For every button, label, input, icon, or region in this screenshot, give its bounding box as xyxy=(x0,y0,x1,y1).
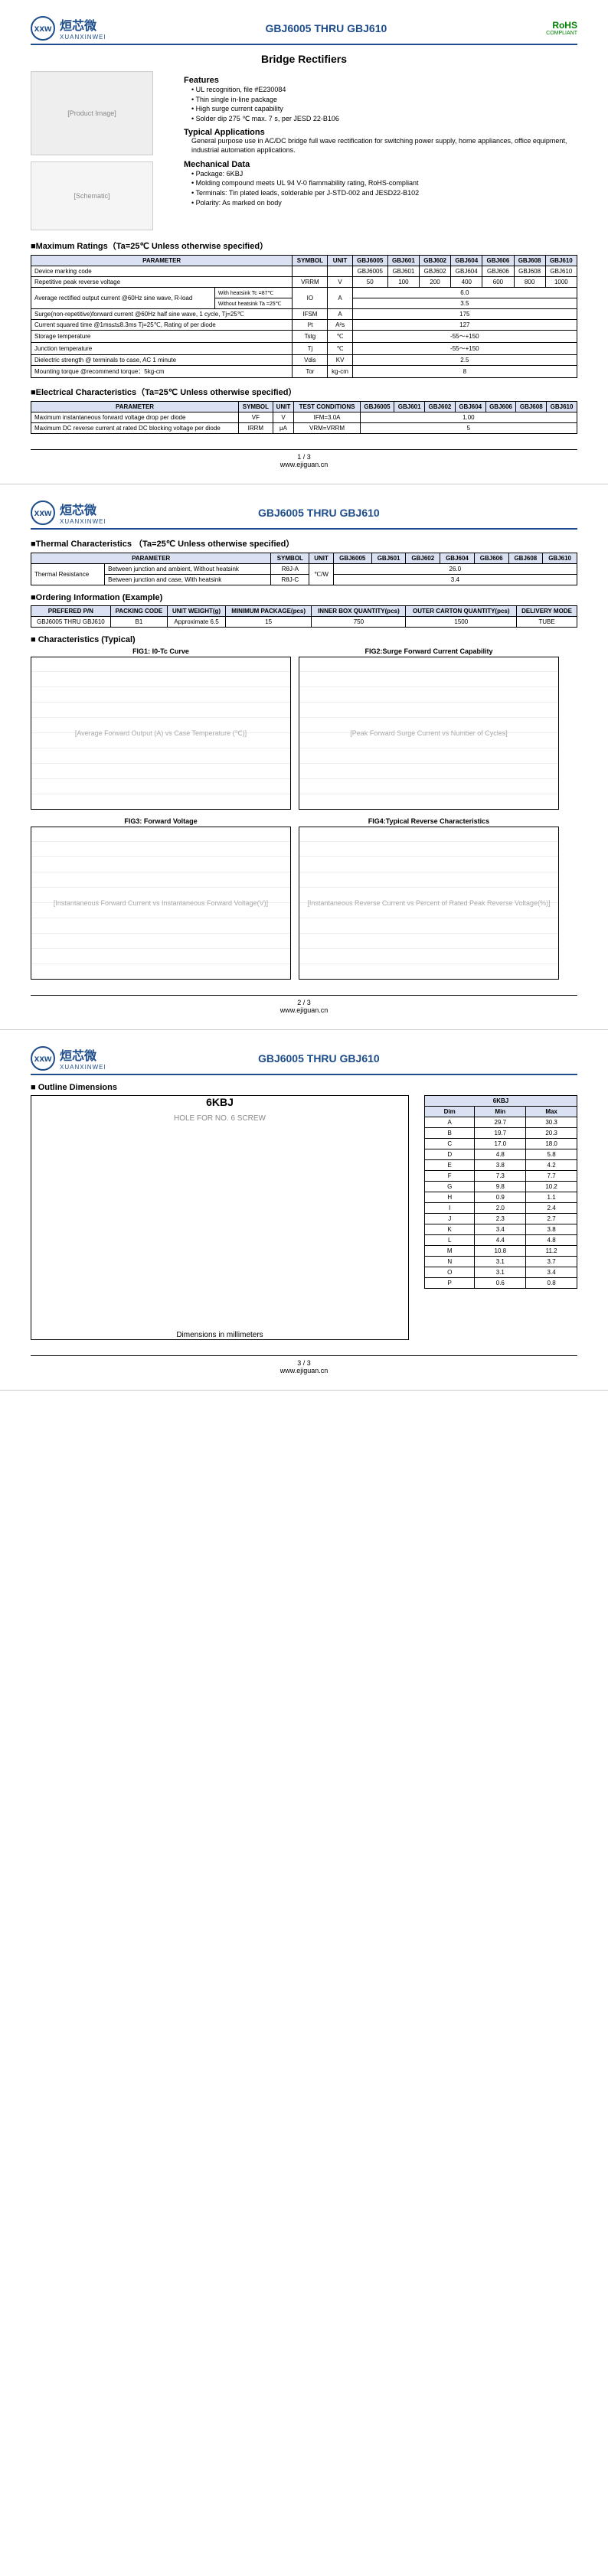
elec-title: ■Electrical Characteristics（Ta=25℃ Unles… xyxy=(31,386,577,398)
hole-note: HOLE FOR NO. 6 SCREW xyxy=(174,1114,266,1123)
footer-url-1: www.ejiguan.cn xyxy=(31,461,577,468)
brand-en: XUANXINWEI xyxy=(60,34,106,41)
page-1: xxw 烜芯微 XUANXINWEI GBJ6005 THRU GBJ610 R… xyxy=(0,0,608,484)
page-num-2: 2 / 3 xyxy=(31,995,577,1006)
feature-item: High surge current capability xyxy=(191,104,577,114)
logo-icon-2: xxw xyxy=(31,501,55,525)
chart-box: FIG4:Typical Reverse Characteristics [Ins… xyxy=(299,817,559,980)
max-ratings-table: PARAMETERSYMBOLUNITGBJ6005GBJ601GBJ602GB… xyxy=(31,255,577,378)
page-num-1: 1 / 3 xyxy=(31,449,577,461)
chart-title: FIG2:Surge Forward Current Capability xyxy=(299,647,559,655)
order-table: PREFERED P/NPACKING CODEUNIT WEIGHT(g)MI… xyxy=(31,605,577,628)
mech-item: Package: 6KBJ xyxy=(191,169,577,179)
feature-item: Solder dip 275 ℃ max. 7 s, per JESD 22-B… xyxy=(191,114,577,124)
doc-title-3: GBJ6005 THRU GBJ610 xyxy=(258,1052,380,1065)
mech-item: Molding compound meets UL 94 V-0 flammab… xyxy=(191,178,577,188)
page-num-3: 3 / 3 xyxy=(31,1355,577,1367)
features-heading: Features xyxy=(184,76,577,85)
product-image: [Product Image] xyxy=(31,71,153,155)
page-2: xxw 烜芯微 XUANXINWEI GBJ6005 THRU GBJ610 ■… xyxy=(0,484,608,1030)
logo-icon: xxw xyxy=(31,16,55,41)
mech-list: Package: 6KBJMolding compound meets UL 9… xyxy=(184,169,577,207)
typical-heading: Typical Applications xyxy=(184,128,577,137)
intro-section: [Product Image] [Schematic] Features UL … xyxy=(31,71,577,230)
doc-title: GBJ6005 THRU GBJ610 xyxy=(266,22,387,34)
features-list: UL recognition, file #E230084Thin single… xyxy=(184,85,577,123)
thermal-title: ■Thermal Characteristics （Ta=25℃ Unless … xyxy=(31,537,577,549)
chart-title: FIG4:Typical Reverse Characteristics xyxy=(299,817,559,825)
thermal-table: PARAMETERSYMBOLUNITGBJ6005GBJ601GBJ602GB… xyxy=(31,553,577,585)
header: xxw 烜芯微 XUANXINWEI GBJ6005 THRU GBJ610 R… xyxy=(31,15,577,45)
chart-box: FIG1: I0-Tc Curve [Average Forward Output… xyxy=(31,647,291,810)
dimensions-section: 6KBJ HOLE FOR NO. 6 SCREW Dimensions in … xyxy=(31,1095,577,1340)
page-3: xxw 烜芯微 XUANXINWEI GBJ6005 THRU GBJ610 ■… xyxy=(0,1030,608,1391)
chart-box: FIG2:Surge Forward Current Capability [Pe… xyxy=(299,647,559,810)
chart-title: FIG3: Forward Voltage xyxy=(31,817,291,825)
logo-icon-3: xxw xyxy=(31,1046,55,1071)
dimensions-table: 6KBJDimMinMaxA29.730.3B19.720.3C17.018.0… xyxy=(424,1095,577,1289)
chart-box: FIG3: Forward Voltage [Instantaneous Forw… xyxy=(31,817,291,980)
chart-plot: [Average Forward Output (A) vs Case Temp… xyxy=(31,657,291,810)
max-ratings-title: ■Maximum Ratings（Ta=25℃ Unless otherwise… xyxy=(31,240,577,252)
feature-item: UL recognition, file #E230084 xyxy=(191,85,577,95)
elec-table: PARAMETERSYMBOLUNITTEST CONDITIONSGBJ600… xyxy=(31,401,577,434)
schematic-image: [Schematic] xyxy=(31,161,153,230)
chart-plot: [Peak Forward Surge Current vs Number of… xyxy=(299,657,559,810)
mech-heading: Mechanical Data xyxy=(184,160,577,169)
chart-plot: [Instantaneous Forward Current vs Instan… xyxy=(31,827,291,980)
outline-title: ■ Outline Dimensions xyxy=(31,1083,577,1092)
typical-text: General purpose use in AC/DC bridge full… xyxy=(184,137,577,155)
order-title: ■Ordering Information (Example) xyxy=(31,593,577,602)
footer-url-3: www.ejiguan.cn xyxy=(31,1367,577,1374)
mech-item: Polarity: As marked on body xyxy=(191,198,577,208)
rohs-label: RoHS xyxy=(546,20,577,31)
header-3: xxw 烜芯微 XUANXINWEI GBJ6005 THRU GBJ610 xyxy=(31,1045,577,1075)
charts-grid: FIG1: I0-Tc Curve [Average Forward Output… xyxy=(31,647,577,980)
brand-logo-3: xxw 烜芯微 XUANXINWEI xyxy=(31,1045,106,1071)
brand-cn: 烜芯微 xyxy=(60,15,106,34)
feature-item: Thin single in-line package xyxy=(191,95,577,105)
header-2: xxw 烜芯微 XUANXINWEI GBJ6005 THRU GBJ610 xyxy=(31,500,577,530)
brand-logo-2: xxw 烜芯微 XUANXINWEI xyxy=(31,500,106,525)
char-title: ■ Characteristics (Typical) xyxy=(31,635,577,644)
chart-plot: [Instantaneous Reverse Current vs Percen… xyxy=(299,827,559,980)
brand-logo: xxw 烜芯微 XUANXINWEI xyxy=(31,15,106,41)
subtitle: Bridge Rectifiers xyxy=(31,53,577,65)
rohs-sub: COMPLIANT xyxy=(546,31,577,36)
footer-url-2: www.ejiguan.cn xyxy=(31,1006,577,1014)
dimension-drawing: 6KBJ HOLE FOR NO. 6 SCREW Dimensions in … xyxy=(31,1095,409,1340)
dim-note: Dimensions in millimeters xyxy=(176,1331,263,1339)
doc-title-2: GBJ6005 THRU GBJ610 xyxy=(258,507,380,519)
chart-title: FIG1: I0-Tc Curve xyxy=(31,647,291,655)
mech-item: Terminals: Tin plated leads, solderable … xyxy=(191,188,577,198)
